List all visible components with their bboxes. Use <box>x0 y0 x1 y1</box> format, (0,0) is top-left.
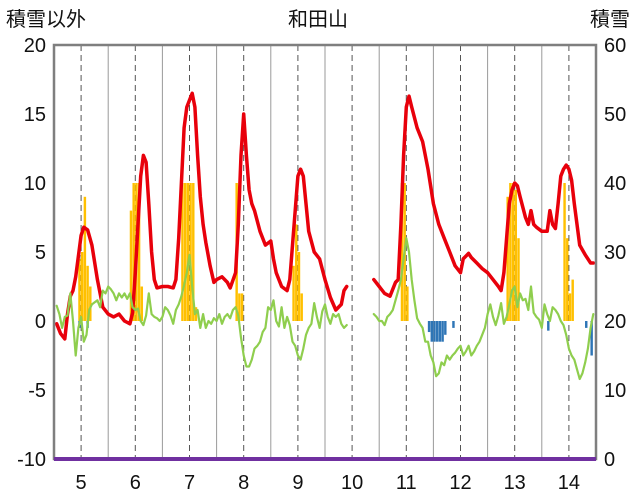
left-tick-label: -5 <box>28 380 46 402</box>
left-tick-label: -10 <box>17 449 46 471</box>
chart-title: 和田山 <box>288 7 348 31</box>
blue-bar <box>430 321 433 342</box>
plot-frame <box>52 43 598 461</box>
orange-bar <box>571 279 574 321</box>
orange-bar <box>83 196 87 321</box>
left-axis-title: 積雪以外 <box>6 7 86 31</box>
blue-bar <box>427 321 431 333</box>
x-tick-label: 10 <box>341 472 363 494</box>
blue-bar <box>452 321 455 328</box>
right-tick-label: 20 <box>604 311 626 333</box>
left-tick-label: 5 <box>35 242 46 264</box>
orange-bar <box>80 252 84 321</box>
red-series-line <box>372 94 596 298</box>
x-tick-label: 12 <box>449 472 471 494</box>
right-tick-label: 0 <box>604 449 615 471</box>
x-tick-label: 6 <box>130 472 141 494</box>
right-axis-title: 積雪 <box>590 7 630 31</box>
blue-bar <box>585 321 588 328</box>
orange-bar <box>509 183 512 321</box>
orange-bar <box>186 183 190 321</box>
orange-bar <box>89 286 92 321</box>
orange-bar <box>240 293 244 321</box>
orange-bar <box>506 196 509 321</box>
orange-bar <box>78 258 81 321</box>
right-tick-label: 10 <box>604 380 626 402</box>
red-series-line <box>54 91 349 341</box>
left-tick-label: 10 <box>24 173 46 195</box>
x-tick-label: 7 <box>184 472 195 494</box>
blue-bar <box>438 321 442 342</box>
blue-bar <box>441 321 444 342</box>
orange-bar <box>566 238 569 321</box>
blue-bar <box>590 321 593 356</box>
orange-bar <box>181 183 184 321</box>
orange-bar <box>132 183 135 321</box>
x-tick-label: 14 <box>558 472 580 494</box>
x-tick-label: 5 <box>76 472 87 494</box>
orange-bar <box>238 293 241 321</box>
orange-bar <box>192 183 195 321</box>
x-tick-label: 8 <box>238 472 249 494</box>
x-tick-label: 13 <box>504 472 526 494</box>
orange-bar <box>189 183 192 321</box>
left-tick-label: 15 <box>24 104 46 126</box>
grid <box>80 45 570 459</box>
lines <box>54 91 596 381</box>
bars <box>78 183 593 356</box>
orange-bar <box>295 224 298 321</box>
orange-bar <box>297 252 301 321</box>
blue-bar <box>435 321 439 342</box>
orange-bar <box>137 183 141 321</box>
left-tick-label: 0 <box>35 311 46 333</box>
blue-bar <box>433 321 436 342</box>
orange-bar <box>511 183 515 321</box>
orange-bar <box>514 189 518 321</box>
orange-bar <box>400 183 404 321</box>
orange-bar <box>568 293 572 321</box>
green-series-line <box>55 253 348 368</box>
green-series-line <box>372 237 595 381</box>
orange-bar <box>183 183 187 321</box>
right-tick-label: 60 <box>604 35 626 57</box>
x-tick-label: 9 <box>292 472 303 494</box>
right-tick-label: 50 <box>604 104 626 126</box>
blue-bar <box>444 321 447 335</box>
right-tick-label: 40 <box>604 173 626 195</box>
orange-bar <box>300 293 303 321</box>
orange-bar <box>517 238 520 321</box>
orange-bar <box>292 265 295 321</box>
x-tick-label: 11 <box>396 472 417 494</box>
orange-bar <box>129 210 133 321</box>
orange-bar <box>140 286 144 321</box>
orange-bar <box>563 183 566 321</box>
orange-bar <box>86 265 89 321</box>
left-tick-label: 20 <box>24 35 46 57</box>
blue-bar <box>547 321 550 331</box>
right-tick-label: 30 <box>604 242 626 264</box>
orange-bar <box>406 286 409 321</box>
